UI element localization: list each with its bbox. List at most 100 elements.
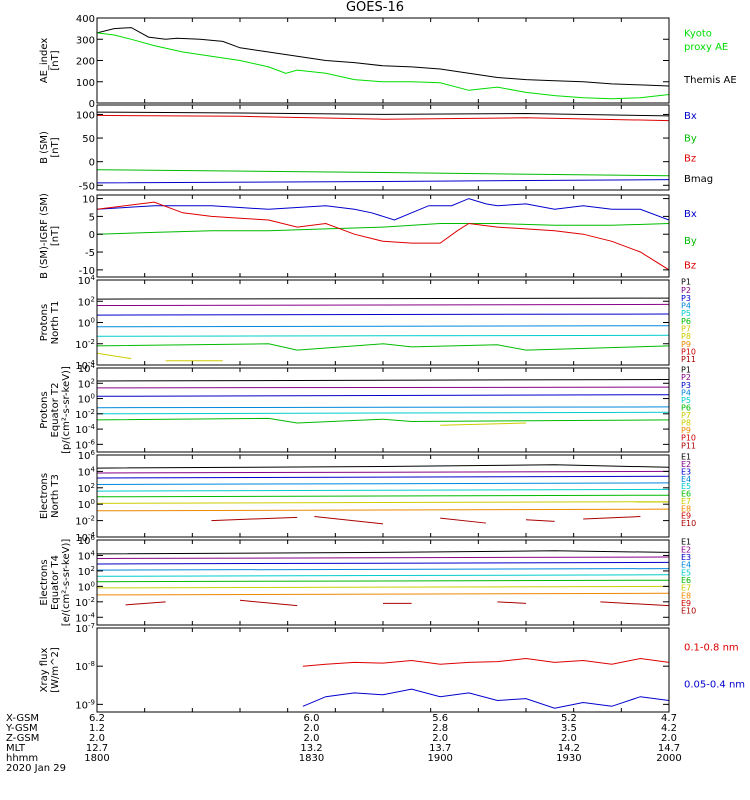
legend-label: P5 [681,396,691,405]
y-tick-label: 10-2 [75,515,95,528]
legend-label: E1 [681,538,691,547]
footer-value: 1930 [556,753,581,764]
y-tick-label: 0 [89,230,95,241]
footer-value: 2.0 [561,733,577,744]
footer-value: 1830 [299,753,324,764]
y-axis-label: B (SM)-IGRF (SM) [39,193,50,279]
series-line-p5 [97,411,669,415]
footer-row-label: X-GSM [6,713,39,724]
series-line-p5 [97,334,669,337]
y-tick-label: 10-2 [75,596,95,609]
y-tick-label: 10-2 [75,338,95,351]
y-tick-label: 102 [78,295,95,308]
footer-value: 2.8 [432,723,448,734]
legend-label: P10 [681,347,696,356]
legend-label: E7 [681,497,691,506]
series-segment-e9 [497,601,527,604]
series-line-e8 [97,508,669,512]
footer-row-label: Z-GSM [6,733,39,744]
series-line-e5 [97,488,669,492]
legend-label: E9 [681,599,691,608]
y-axis-label: Protons [39,391,50,428]
legend-label: Bx [684,111,697,122]
series-line-p3 [97,394,669,397]
y-tick-label: 400 [76,14,95,25]
footer-value: 6.2 [89,713,105,724]
series-line-e2 [97,470,669,474]
footer-ephemeris: X-GSMY-GSMZ-GSMMLThhmm6.21.22.012.718006… [5,713,682,774]
series-segment-e9 [440,517,487,524]
panel-series-group [97,297,669,362]
y-axis-label: [nT] [50,50,61,70]
series-line-p4 [97,325,669,328]
y-axis-label: [e/(cm²-s-sr-keV)] [61,539,72,627]
footer-date: 2020 Jan 29 [6,763,66,774]
y-tick-label: 100 [76,110,95,121]
y-tick-label: 104 [78,465,96,478]
series-line-e7 [97,585,669,589]
panel-frame [96,104,670,191]
y-tick-label: 10-9 [75,698,95,711]
footer-value: 2.0 [432,733,448,744]
legend-label: P8 [681,332,691,341]
legend-label: By [684,236,697,247]
legend-label: P4 [681,302,691,311]
footer-value: 14.2 [558,743,580,754]
series-line-by [97,223,669,235]
legend-label: E10 [681,607,696,616]
series-line-p6 [97,343,669,351]
legend-label: E3 [681,553,691,562]
legend-label: P3 [681,294,691,303]
legend-label: P9 [681,340,691,349]
legend-label: Bx [684,209,697,220]
footer-value: 2000 [656,753,681,764]
y-tick-label: 300 [76,35,95,46]
series-segment-e9 [125,601,166,606]
footer-value: 4.2 [661,723,677,734]
y-axis-label: Electrons [39,559,50,605]
y-tick-label: 50 [82,134,95,145]
series-line-e1 [97,550,669,555]
series-line-bz [97,114,669,122]
legend-label: E1 [681,453,691,462]
y-tick-label: 5 [89,212,95,223]
footer-row-label: Y-GSM [5,723,38,734]
y-axis-label: [nT] [50,137,61,157]
series-line-e5 [97,574,669,577]
panel-frame [96,279,670,366]
footer-value: 1800 [84,753,109,764]
footer-value: 13.2 [300,743,322,754]
series-line-p4 [97,406,669,409]
legend-label: E9 [681,512,691,521]
legend-label: E4 [681,475,691,484]
y-tick-label: 0 [89,158,95,169]
legend-label: P3 [681,381,691,390]
y-axis-label: Protons [39,304,50,341]
y-axis-label: Equator T2 [50,383,61,438]
y-tick-label: 102 [78,482,95,495]
panel-series-group [97,27,669,100]
legend-label: Themis AE [683,75,737,86]
legend-label: E2 [681,545,691,554]
series-segment-e9 [583,516,641,520]
y-axis-label: Electrons [39,473,50,519]
footer-value: 5.2 [561,713,577,724]
series-line-e3 [97,561,669,565]
legend-label: 0.05-0.4 nm [684,679,745,690]
series-line-p1 [97,297,669,300]
panel-2: -50 0 50 100 B (SM) [nT] Bx By Bz Bmag [39,104,713,192]
footer-value: 6.0 [304,713,320,724]
series-line-by [97,169,669,177]
legend-label: proxy AE [684,42,728,53]
footer-value: 12.7 [86,743,108,754]
panel-series-group [302,657,669,709]
y-tick-label: -50 [79,181,95,192]
y-tick-label: 102 [78,565,95,578]
series-line-p6 [97,417,669,424]
y-tick-label: 104 [78,549,96,562]
y-axis-label: AE_index [39,38,50,84]
y-axis-label: [W/m^2] [50,647,61,693]
